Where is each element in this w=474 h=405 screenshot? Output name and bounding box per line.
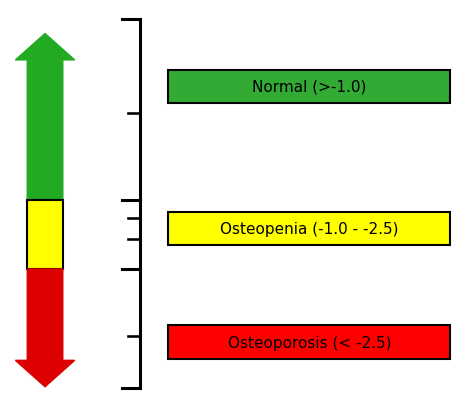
FancyArrow shape — [15, 34, 75, 200]
Bar — [168, 212, 450, 245]
Bar — [27, 200, 63, 269]
Bar — [168, 326, 450, 359]
FancyArrow shape — [15, 269, 75, 387]
Text: Osteoporosis (< -2.5): Osteoporosis (< -2.5) — [228, 335, 391, 350]
Text: Normal (>-1.0): Normal (>-1.0) — [252, 80, 366, 94]
Text: Osteopenia (-1.0 - -2.5): Osteopenia (-1.0 - -2.5) — [220, 222, 399, 236]
Bar — [168, 70, 450, 104]
